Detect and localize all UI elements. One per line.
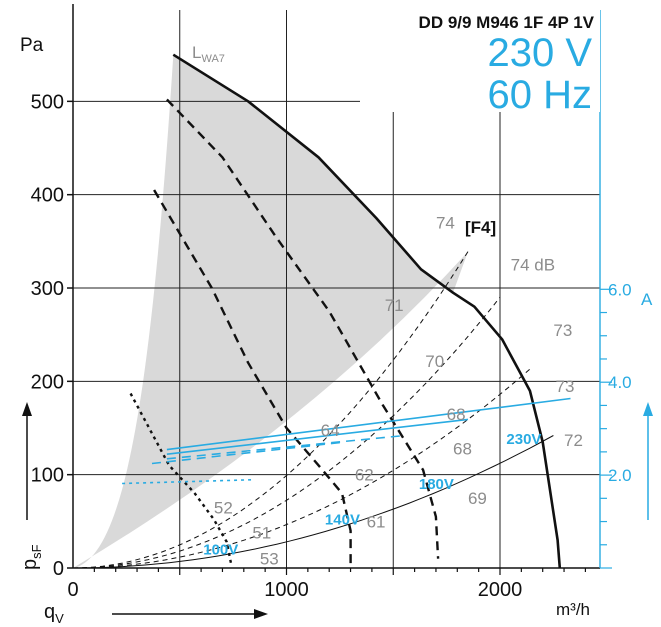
voltage-label-230v: 230V — [506, 431, 541, 448]
right-axis-arrow — [643, 402, 653, 520]
db-label-7: 70 — [425, 352, 444, 371]
system-curve-3 — [72, 366, 533, 569]
pressure-curve-180v — [166, 98, 440, 559]
shaded-region — [73, 54, 468, 569]
voltage-label-100v: 100V — [203, 541, 238, 558]
db-label-16: 53 — [260, 550, 279, 569]
x-axis-label: qV — [44, 601, 268, 626]
svg-text:qV: qV — [44, 601, 64, 626]
y-unit-label: Pa — [20, 35, 44, 56]
noise-label: LWA7 — [192, 43, 225, 65]
pressure-curve-230v — [172, 53, 562, 569]
y-axis-arrowhead — [22, 402, 32, 416]
x-axis-label-sub: V — [55, 611, 64, 626]
db-label-1: 74 — [436, 214, 455, 233]
current-curve-230v-2 — [166, 418, 469, 455]
db-label-10: 69 — [468, 489, 487, 508]
current-curve-180v — [166, 434, 404, 460]
grid — [73, 10, 600, 568]
x-axis-label-main: q — [44, 601, 55, 623]
db-label-2: 74 dB — [511, 256, 555, 275]
x-unit-label: m³/h — [556, 600, 590, 619]
noise-label-main: L — [192, 43, 201, 62]
db-label-9: 68 — [453, 440, 472, 459]
db-label-8: 68 — [447, 405, 466, 424]
system-curve-1 — [72, 251, 469, 569]
db-label-4: 73 — [556, 377, 575, 396]
pressure-curve-140v — [153, 189, 352, 564]
y-tick-label-300: 300 — [31, 278, 64, 300]
db-label-15: 51 — [252, 524, 271, 543]
x-tick-label-1000: 1000 — [264, 579, 309, 601]
x-tick-label-2000: 2000 — [478, 579, 523, 601]
db-label-3: 73 — [553, 321, 572, 340]
noise-label-sub: WA7 — [201, 53, 224, 65]
y-tick-label-400: 400 — [31, 185, 64, 207]
right-tick-label-2: 2.0 — [608, 466, 632, 485]
voltage-label: 230 V — [487, 31, 592, 75]
y-tick-label-0: 0 — [53, 558, 64, 580]
pressure-curve-100v — [129, 392, 233, 564]
x-tick-label-0: 0 — [67, 579, 78, 601]
db-label-6: 71 — [385, 296, 404, 315]
y-tick-label-200: 200 — [31, 371, 64, 393]
y-tick-label-500: 500 — [31, 91, 64, 113]
current-curve-230v — [166, 397, 571, 451]
frequency-label: 60 Hz — [488, 73, 593, 117]
y-axis-label: psF — [19, 402, 44, 570]
right-tick-label-4: 4.0 — [608, 373, 632, 392]
svg-text:psF: psF — [19, 544, 44, 570]
voltage-label-180v: 180V — [419, 476, 454, 493]
right-axis-unit: A — [641, 290, 653, 309]
db-label-14: 52 — [214, 498, 233, 517]
operating-point-label: [F4] — [465, 218, 496, 237]
db-label-11: 64 — [321, 421, 340, 440]
db-label-12: 62 — [355, 466, 374, 485]
y-tick-label-100: 100 — [31, 465, 64, 487]
db-label-13: 61 — [367, 512, 386, 531]
x-axis-arrowhead — [254, 609, 268, 619]
system-curve-2 — [72, 296, 501, 569]
title-backdrop — [360, 6, 600, 112]
chart-title: DD 9/9 M946 1F 4P 1V — [419, 13, 595, 32]
y-axis-label-main: p — [19, 559, 41, 570]
current-curve-100v — [122, 478, 255, 485]
voltage-label-140v: 140V — [325, 511, 360, 528]
current-curve-140v — [151, 441, 340, 465]
system-curve-4 — [72, 435, 554, 569]
right-tick-label-6: 6.0 — [608, 280, 632, 299]
y-axis-label-sub: sF — [29, 544, 44, 559]
db-label-5: 72 — [564, 431, 583, 450]
